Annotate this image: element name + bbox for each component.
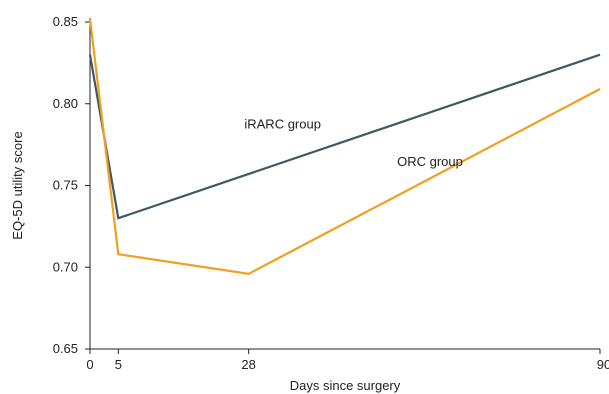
x-tick-label: 5 — [115, 357, 122, 372]
x-tick-label: 90 — [597, 357, 609, 372]
x-tick-label: 28 — [241, 357, 255, 372]
series-line-orc — [88, 18, 601, 275]
series-label-irarc: iRARC group — [244, 116, 321, 131]
series-lines — [88, 18, 601, 275]
y-tick-label: 0.80 — [53, 96, 78, 111]
y-ticks: 0.65 0.70 0.75 0.80 0.85 — [53, 14, 90, 356]
y-tick-label: 0.85 — [53, 14, 78, 29]
series-annotations: iRARC group ORC group — [244, 116, 463, 169]
y-tick-label: 0.70 — [53, 259, 78, 274]
x-ticks: 0 5 28 90 — [86, 349, 609, 372]
series-line-irarc — [88, 53, 601, 220]
axes — [89, 18, 600, 350]
y-tick-label: 0.65 — [53, 341, 78, 356]
x-axis-title: Days since surgery — [290, 378, 401, 393]
x-tick-label: 0 — [86, 357, 93, 372]
y-tick-label: 0.75 — [53, 178, 78, 193]
series-label-orc: ORC group — [397, 154, 463, 169]
y-axis-title: EQ-5D utility score — [10, 131, 25, 239]
